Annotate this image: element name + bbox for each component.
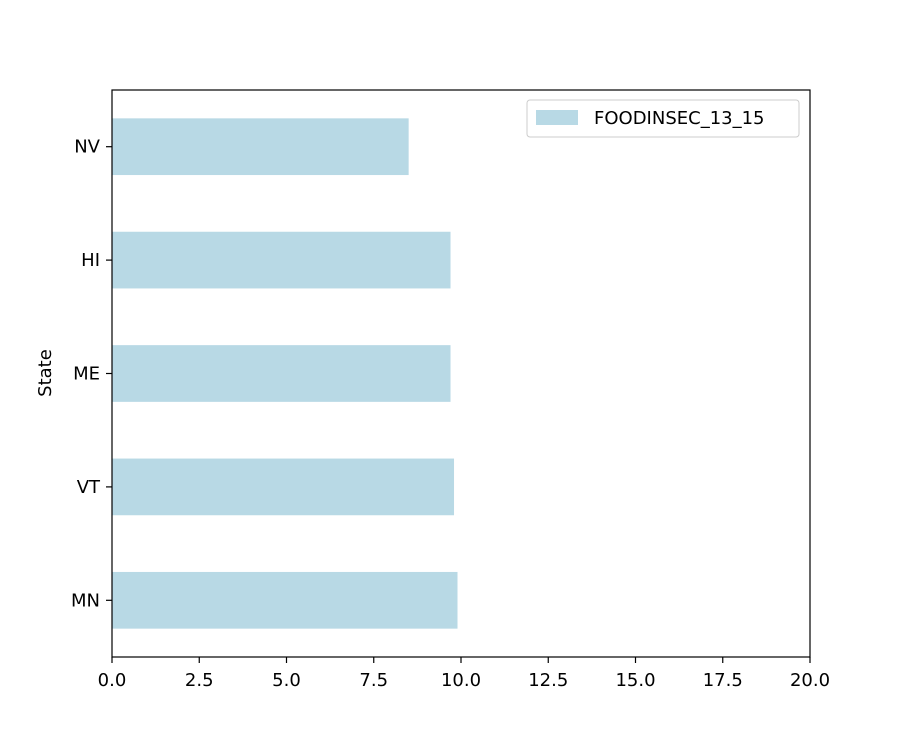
legend-box <box>526 99 800 138</box>
y-tick-label: MN <box>71 590 100 611</box>
y-tick-label: NV <box>74 137 100 158</box>
y-axis-ticks: MN VT ME HI NV <box>71 137 112 611</box>
x-tick-label: 5.0 <box>272 670 301 691</box>
y-tick-label: ME <box>73 364 100 385</box>
bar-hi <box>112 231 451 289</box>
x-tick-label: 12.5 <box>528 670 568 691</box>
y-tick-label: VT <box>77 477 101 498</box>
bar-mn <box>112 571 458 629</box>
y-tick-label: HI <box>81 250 100 271</box>
x-tick-label: 0.0 <box>98 670 127 691</box>
x-tick-label: 20.0 <box>790 670 830 691</box>
legend: FOODINSEC_13_15 <box>526 99 800 138</box>
x-tick-label: 7.5 <box>359 670 388 691</box>
plot-frame <box>111 89 811 658</box>
legend-swatch <box>536 110 578 125</box>
x-tick-label: 15.0 <box>615 670 655 691</box>
bar-vt <box>112 458 455 516</box>
x-tick-label: 2.5 <box>185 670 214 691</box>
x-tick-label: 10.0 <box>441 670 481 691</box>
bar-nv <box>112 118 409 176</box>
x-axis-ticks: 0.0 2.5 5.0 7.5 10.0 12.5 15.0 17.5 20.0 <box>98 657 830 691</box>
x-tick-label: 17.5 <box>703 670 743 691</box>
bars-group <box>112 118 458 629</box>
y-axis-label: State <box>35 349 56 397</box>
bar-me <box>112 345 451 402</box>
legend-label: FOODINSEC_13_15 <box>594 108 765 129</box>
